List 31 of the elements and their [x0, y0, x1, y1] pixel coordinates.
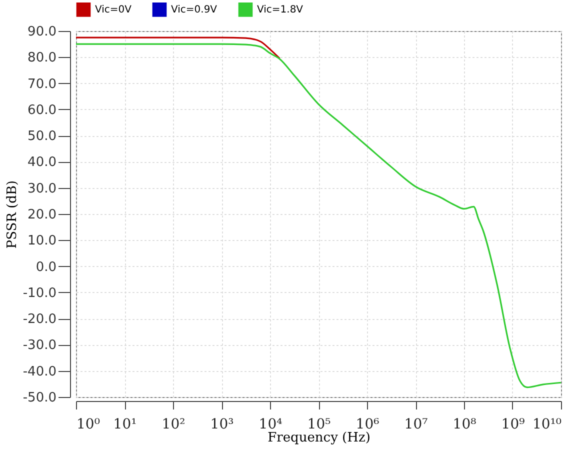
- x-tick-label: 10⁹: [501, 416, 526, 432]
- y-tick-label: 0.0: [36, 260, 56, 275]
- legend-label: Vic=1.8V: [257, 4, 304, 16]
- y-tick-label: 30.0: [28, 181, 56, 196]
- y-tick-label: -10.0: [22, 286, 56, 301]
- x-tick-label: 10⁷: [404, 416, 428, 432]
- x-tick-label: 10¹: [113, 416, 137, 432]
- y-tick-label: 50.0: [28, 129, 56, 144]
- y-tick-label: -40.0: [22, 364, 56, 380]
- x-axis-title: Frequency (Hz): [268, 430, 370, 446]
- legend-label: Vic=0V: [95, 4, 132, 16]
- y-tick-label: 60.0: [28, 102, 56, 118]
- x-tick-label: 10³: [210, 416, 234, 432]
- y-tick-label: -50.0: [22, 390, 56, 406]
- x-tick-label: 10⁰: [76, 416, 100, 432]
- y-tick-label: 80.0: [28, 50, 56, 66]
- x-tick-label: 10²: [162, 416, 186, 432]
- x-tick-label: 10⁶: [356, 416, 380, 432]
- y-tick-label: 70.0: [28, 76, 56, 92]
- x-tick-label: 10¹⁰: [532, 416, 562, 432]
- x-tick-label: 10⁸: [452, 416, 477, 432]
- y-tick-label: 20.0: [28, 208, 56, 222]
- x-tick-label: 10⁴: [258, 416, 283, 432]
- y-tick-label: 10.0: [28, 234, 56, 249]
- x-tick-label: 10⁵: [307, 416, 332, 432]
- y-tick-label: 40.0: [28, 155, 56, 170]
- y-tick-label: -20.0: [22, 312, 56, 328]
- legend-label: Vic=0.9V: [171, 4, 218, 16]
- y-tick-label: -30.0: [22, 338, 56, 354]
- y-axis-title: PSSR (dB): [4, 180, 20, 249]
- y-tick-label: 90.0: [28, 24, 56, 40]
